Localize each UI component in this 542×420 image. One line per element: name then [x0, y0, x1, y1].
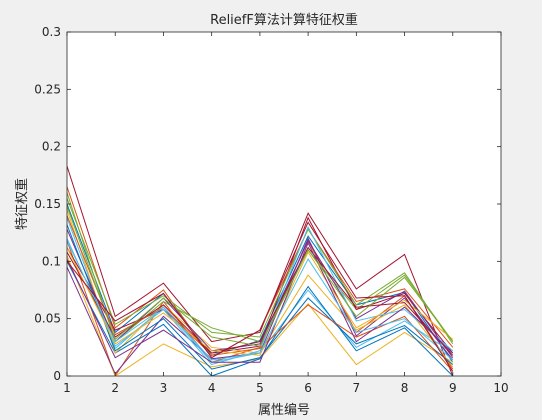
y-tick-label-0.1: 0.1 — [42, 254, 61, 268]
chart-title: ReliefF算法计算特征权重 — [210, 12, 358, 28]
x-tick-label-3: 3 — [160, 381, 168, 395]
x-tick-label-5: 5 — [256, 381, 264, 395]
series-line-13 — [67, 198, 454, 345]
x-axis-label: 属性编号 — [258, 403, 310, 418]
x-tick-label-9: 9 — [449, 381, 457, 395]
series-line-18 — [67, 247, 454, 356]
series-line-22 — [67, 221, 454, 372]
series-line-12 — [67, 229, 454, 358]
x-tick-label-1: 1 — [63, 381, 71, 395]
y-axis-label: 特征权重 — [14, 178, 30, 230]
series-line-9 — [67, 261, 454, 376]
x-tick-label-10: 10 — [493, 381, 508, 395]
x-tick-label-8: 8 — [401, 381, 409, 395]
series-line-1 — [67, 166, 454, 376]
series-line-16 — [67, 224, 454, 370]
axes-layer: 1 2 3 4 5 6 7 8 9 10 0 0.05 0.1 0.15 0.2 0.25 0.3 — [34, 25, 508, 395]
series-layer — [67, 166, 454, 376]
series-line-19 — [67, 241, 454, 363]
x-tick-label-4: 4 — [208, 381, 216, 395]
y-tick-label-0.15: 0.15 — [34, 197, 61, 211]
y-tick-label-0.2: 0.2 — [42, 140, 61, 154]
x-tick-label-2: 2 — [111, 381, 119, 395]
y-tick-label-0.05: 0.05 — [34, 312, 61, 326]
y-tick-label-0: 0 — [53, 369, 61, 383]
series-line-21 — [67, 240, 454, 361]
y-tick-label-0.3: 0.3 — [42, 25, 61, 39]
series-line-3 — [67, 239, 454, 376]
series-line-15 — [67, 246, 454, 356]
series-line-20 — [67, 206, 454, 347]
y-tick-label-0.25: 0.25 — [34, 82, 61, 96]
x-tick-label-6: 6 — [304, 381, 312, 395]
x-tick-label-7: 7 — [353, 381, 361, 395]
